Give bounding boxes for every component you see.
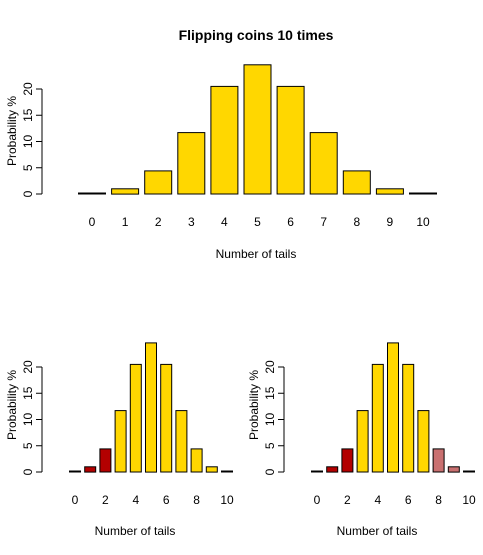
bottom-left-chart: Number of tails Probability % 0 5 10 15 20 0 2… bbox=[5, 342, 234, 538]
bottom-left-y-tick-label-20: 20 bbox=[21, 360, 35, 374]
bottom-right-y-tick-label-20: 20 bbox=[263, 360, 277, 374]
bottom-left-x-tick-label-6: 6 bbox=[163, 493, 170, 507]
bottom-right-x-tick-label-2: 2 bbox=[344, 493, 351, 507]
bottom-right-y-tick-label-5: 5 bbox=[263, 442, 277, 449]
top-bar-6 bbox=[276, 85, 305, 195]
bottom-left-x-tick-label-8: 8 bbox=[193, 493, 200, 507]
bottom-left-chart-ylabel: Probability % bbox=[5, 370, 19, 440]
top-chart-title: Flipping coins 10 times bbox=[179, 27, 334, 43]
bottom-left-bar-8 bbox=[190, 448, 203, 473]
top-bar-0 bbox=[78, 192, 106, 195]
bottom-right-y-tick-label-0: 0 bbox=[263, 468, 277, 475]
bottom-left-bar-1 bbox=[84, 466, 97, 473]
top-x-tick-label-8: 8 bbox=[353, 215, 360, 229]
top-x-tick-label-1: 1 bbox=[122, 215, 129, 229]
top-y-tick-label-0: 0 bbox=[21, 190, 35, 197]
top-y-tick-label-15: 15 bbox=[21, 108, 35, 122]
bottom-left-bar-4 bbox=[129, 363, 142, 473]
bottom-left-bar-10 bbox=[221, 470, 233, 473]
bottom-right-bar-7 bbox=[417, 410, 430, 473]
top-bar-9 bbox=[375, 188, 404, 195]
bottom-left-x-tick-label-0: 0 bbox=[72, 493, 79, 507]
bottom-right-chart: Number of tails Probability % 0 5 10 15 20 0 2… bbox=[247, 342, 476, 538]
bottom-left-bar-2 bbox=[99, 448, 112, 473]
top-bar-4 bbox=[210, 85, 239, 195]
bottom-left-y-tick-label-0: 0 bbox=[21, 468, 35, 475]
bottom-right-x-tick-label-8: 8 bbox=[435, 493, 442, 507]
bottom-right-x-tick-label-6: 6 bbox=[405, 493, 412, 507]
bottom-left-x-tick-label-4: 4 bbox=[132, 493, 139, 507]
bottom-left-bar-3 bbox=[114, 410, 127, 473]
bottom-right-chart-plot: 0 5 10 15 20 0 2 4 6 8 10 bbox=[263, 342, 476, 507]
bottom-right-bar-3 bbox=[356, 410, 369, 473]
bottom-left-bar-5 bbox=[145, 342, 157, 473]
bottom-left-bar-0 bbox=[69, 470, 81, 473]
top-x-tick-label-3: 3 bbox=[188, 215, 195, 229]
bottom-left-y-tick-label-10: 10 bbox=[21, 413, 35, 427]
top-chart-plot: 0 5 10 15 20 0 1 2 3 4 5 6 7 8 9 10 bbox=[21, 64, 437, 229]
top-x-tick-label-2: 2 bbox=[155, 215, 162, 229]
bottom-left-x-tick-label-2: 2 bbox=[102, 493, 109, 507]
bottom-left-chart-plot: 0 5 10 15 20 0 2 4 6 8 10 bbox=[21, 342, 234, 507]
top-x-tick-label-4: 4 bbox=[221, 215, 228, 229]
top-y-tick-label-5: 5 bbox=[21, 164, 35, 171]
bottom-left-bar-7 bbox=[175, 410, 188, 473]
top-x-tick-label-10: 10 bbox=[416, 215, 430, 229]
top-x-tick-label-9: 9 bbox=[387, 215, 394, 229]
bottom-right-bar-6 bbox=[402, 363, 415, 473]
bottom-left-bar-9 bbox=[205, 466, 218, 473]
top-chart: Flipping coins 10 times Number of tails … bbox=[5, 27, 437, 261]
bottom-right-bar-8 bbox=[432, 448, 445, 473]
bottom-right-chart-xlabel: Number of tails bbox=[337, 524, 418, 538]
top-y-tick-label-20: 20 bbox=[21, 82, 35, 96]
bottom-right-bar-0 bbox=[311, 470, 323, 473]
top-x-tick-label-0: 0 bbox=[89, 215, 96, 229]
bottom-left-chart-xlabel: Number of tails bbox=[95, 524, 176, 538]
top-x-tick-label-5: 5 bbox=[254, 215, 261, 229]
bottom-right-x-tick-label-10: 10 bbox=[462, 493, 476, 507]
bottom-right-bar-5 bbox=[387, 342, 399, 473]
top-bar-7 bbox=[309, 132, 338, 195]
top-chart-ylabel: Probability % bbox=[5, 96, 19, 166]
top-chart-xlabel: Number of tails bbox=[216, 247, 297, 261]
top-bar-3 bbox=[177, 132, 206, 195]
bottom-left-x-tick-label-10: 10 bbox=[220, 493, 234, 507]
bottom-right-bar-9 bbox=[447, 466, 460, 473]
bottom-right-y-tick-label-10: 10 bbox=[263, 413, 277, 427]
bottom-left-bar-6 bbox=[160, 363, 173, 473]
top-bar-8 bbox=[342, 170, 371, 195]
bottom-right-bar-1 bbox=[326, 466, 339, 473]
bottom-right-x-tick-label-4: 4 bbox=[374, 493, 381, 507]
top-x-tick-label-6: 6 bbox=[287, 215, 294, 229]
bottom-right-chart-ylabel: Probability % bbox=[247, 370, 261, 440]
top-bar-1 bbox=[111, 188, 140, 195]
top-x-tick-label-7: 7 bbox=[320, 215, 327, 229]
top-bar-2 bbox=[144, 170, 173, 195]
bottom-right-bar-4 bbox=[371, 363, 384, 473]
bottom-right-bar-10 bbox=[463, 470, 475, 473]
bottom-left-y-tick-label-15: 15 bbox=[21, 386, 35, 400]
top-bar-5 bbox=[243, 64, 272, 195]
top-y-tick-label-10: 10 bbox=[21, 135, 35, 149]
bottom-right-y-tick-label-15: 15 bbox=[263, 386, 277, 400]
top-bar-10 bbox=[409, 192, 437, 195]
bottom-right-bar-2 bbox=[341, 448, 354, 473]
bottom-right-x-tick-label-0: 0 bbox=[314, 493, 321, 507]
bottom-left-y-tick-label-5: 5 bbox=[21, 442, 35, 449]
